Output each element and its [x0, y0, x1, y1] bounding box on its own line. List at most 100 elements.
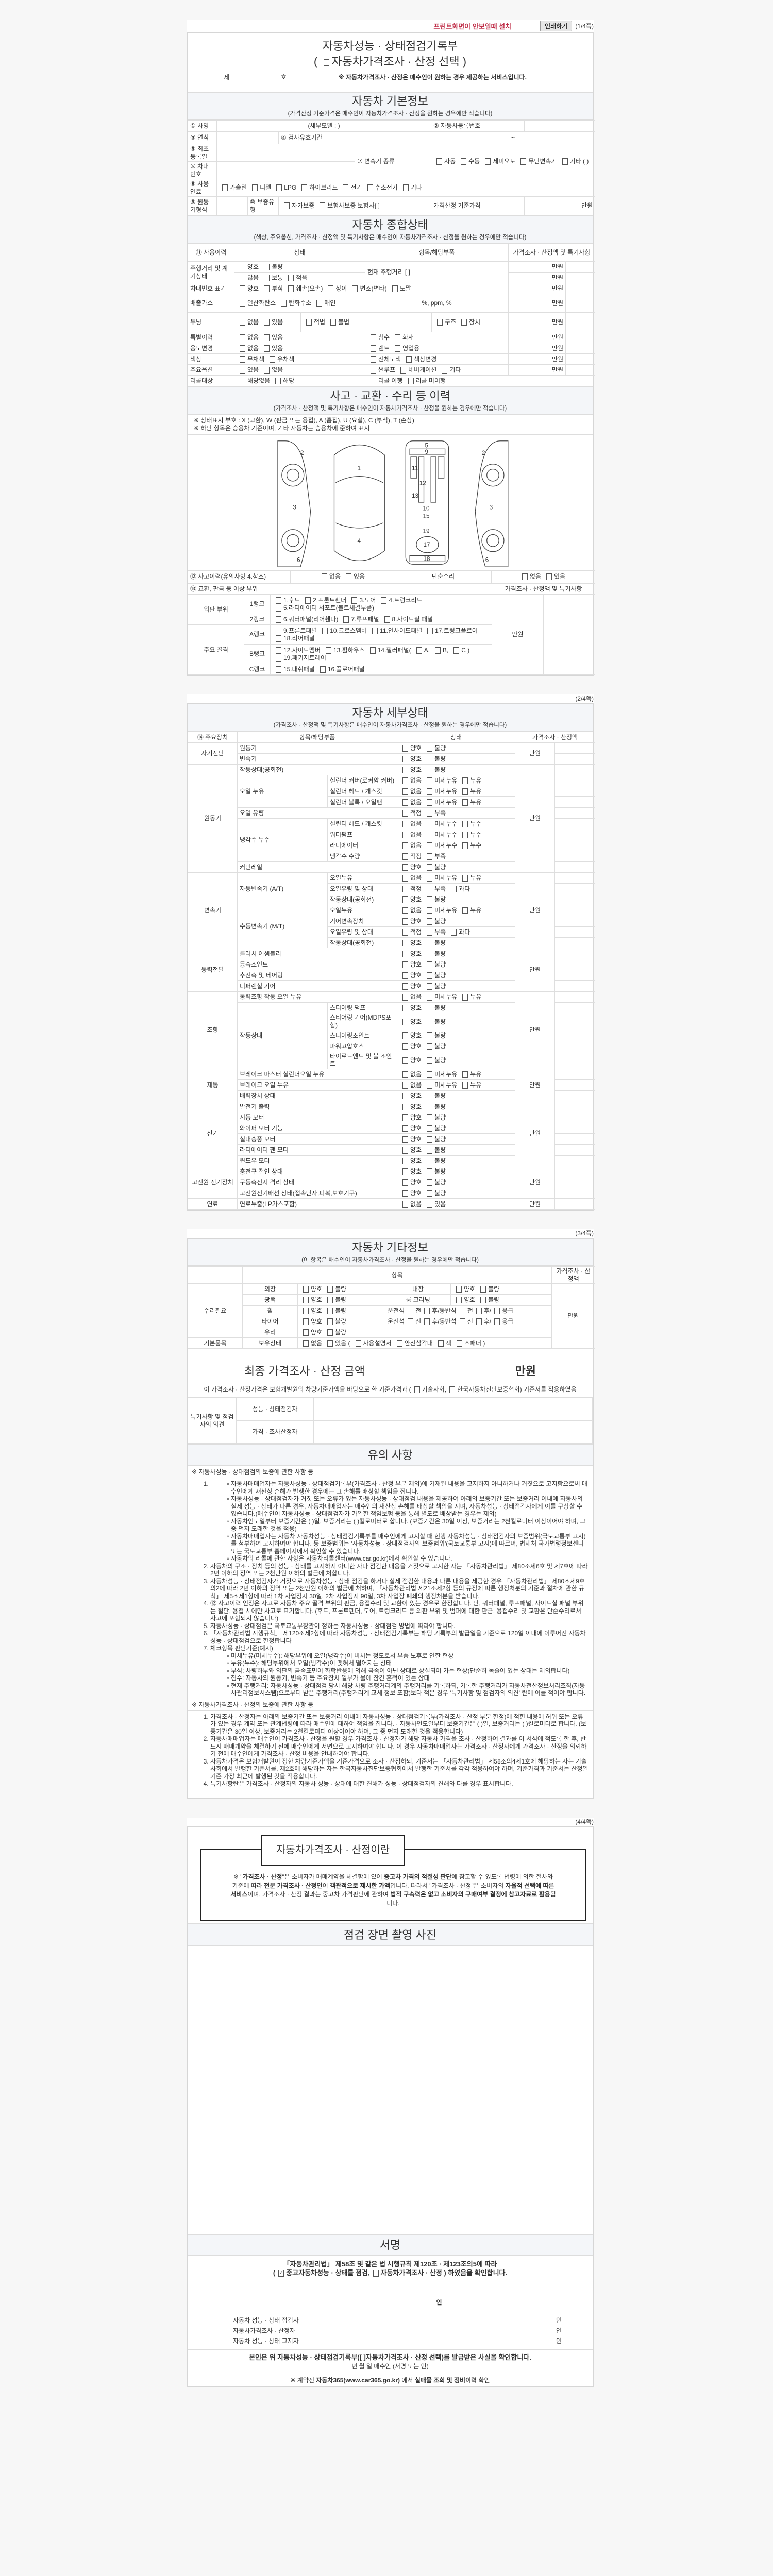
checkbox-option[interactable]: 15.대쉬패널	[273, 666, 315, 673]
checkbox-option[interactable]: 적정	[399, 809, 422, 817]
checkbox-option[interactable]: 양호	[399, 755, 422, 762]
checkbox-option[interactable]: 많음	[237, 274, 259, 281]
checkbox[interactable]	[264, 274, 270, 281]
checkbox[interactable]	[396, 1340, 402, 1347]
checkbox-option[interactable]: 기타	[439, 366, 461, 374]
checkbox[interactable]	[427, 777, 433, 784]
checkbox[interactable]	[327, 1285, 333, 1293]
checkbox[interactable]	[402, 1018, 409, 1025]
checkbox[interactable]	[240, 366, 245, 374]
checkbox[interactable]	[316, 300, 323, 307]
year-field[interactable]	[216, 131, 279, 144]
checkbox-diagnosis-association[interactable]	[449, 1386, 456, 1394]
checkbox-option[interactable]: 11.인사이드패널	[369, 627, 422, 634]
checkbox-option[interactable]: B,	[432, 647, 448, 654]
checkbox[interactable]	[222, 184, 228, 192]
checkbox-option[interactable]: 적정	[399, 928, 422, 936]
checkbox[interactable]	[427, 918, 433, 925]
checkbox-option[interactable]: 양호	[399, 896, 422, 903]
checkbox-option[interactable]: 미세누유	[424, 1071, 457, 1078]
price-cell[interactable]	[554, 851, 596, 862]
checkbox[interactable]	[427, 1125, 433, 1132]
checkbox[interactable]	[284, 202, 290, 210]
checkbox[interactable]	[462, 820, 468, 827]
checkbox-option[interactable]: 구조	[434, 318, 456, 326]
checkbox[interactable]	[427, 1057, 433, 1064]
checkbox-option[interactable]: 양호	[399, 1125, 422, 1132]
checkbox-option[interactable]: 없음	[237, 318, 259, 326]
checkbox[interactable]	[240, 300, 245, 307]
checkbox[interactable]	[327, 1296, 333, 1303]
checkbox[interactable]	[395, 334, 401, 341]
checkbox[interactable]	[416, 647, 422, 654]
price-cell[interactable]	[554, 959, 596, 970]
checkbox-option[interactable]: 화재	[392, 334, 414, 341]
checkbox-option[interactable]: 불량	[424, 1179, 446, 1186]
checkbox-option[interactable]: 없음	[519, 573, 541, 581]
price-cell[interactable]	[554, 1177, 596, 1188]
checkbox[interactable]	[402, 744, 409, 752]
checkbox[interactable]	[436, 158, 443, 165]
checkbox[interactable]	[402, 1057, 409, 1064]
checkbox-option[interactable]: 양호	[453, 1285, 475, 1293]
checkbox[interactable]	[240, 319, 245, 326]
checkbox[interactable]	[427, 939, 433, 946]
checkbox[interactable]	[427, 982, 433, 990]
checkbox-option[interactable]: 없음	[399, 907, 422, 914]
price-survey-checkbox[interactable]	[324, 59, 330, 66]
checkbox[interactable]	[427, 961, 433, 968]
note-cell[interactable]	[565, 343, 596, 354]
checkbox[interactable]	[301, 184, 308, 192]
price-cell[interactable]	[554, 1155, 596, 1166]
checkbox-option[interactable]: 도말	[389, 285, 411, 292]
checkbox[interactable]	[276, 597, 281, 604]
checkbox[interactable]	[402, 1146, 409, 1154]
checkbox-option[interactable]: 누유	[459, 874, 481, 882]
checkbox-option[interactable]: 불량	[324, 1285, 346, 1293]
checkbox-option[interactable]: 부족	[424, 928, 446, 936]
checkbox[interactable]	[427, 1092, 433, 1099]
checkbox[interactable]	[427, 1168, 433, 1175]
checkbox-option[interactable]: 양호	[300, 1296, 322, 1303]
checkbox[interactable]	[402, 874, 409, 882]
checkbox[interactable]	[371, 377, 376, 384]
checkbox-option[interactable]: 불량	[424, 766, 446, 773]
checkbox[interactable]	[427, 1114, 433, 1121]
checkbox[interactable]	[240, 263, 245, 270]
detail-model-field[interactable]: (세부모델 : )	[216, 120, 432, 132]
checkbox[interactable]	[427, 896, 433, 903]
checkbox-option[interactable]: 무채색	[237, 355, 264, 363]
checkbox[interactable]	[402, 885, 409, 892]
checkbox[interactable]	[402, 184, 409, 192]
checkbox-option[interactable]: 양호	[399, 1092, 422, 1099]
checkbox[interactable]	[402, 820, 409, 827]
note-cell[interactable]	[565, 353, 596, 365]
note-cell[interactable]	[565, 283, 596, 294]
checkbox-option[interactable]: 누수	[459, 842, 481, 849]
checkbox-option[interactable]: 양호	[399, 950, 422, 957]
checkbox-option[interactable]: 불량	[477, 1296, 499, 1303]
checkbox[interactable]	[427, 788, 433, 795]
checkbox[interactable]	[424, 1307, 430, 1314]
checkbox[interactable]	[303, 1307, 309, 1314]
price-cell[interactable]	[554, 829, 596, 840]
checkbox-option[interactable]: 양호	[300, 1307, 322, 1314]
checkbox-option[interactable]: 불량	[424, 1018, 446, 1025]
price-cell[interactable]	[554, 775, 596, 786]
price-cell[interactable]	[554, 970, 596, 981]
checkbox[interactable]	[303, 1285, 309, 1293]
price-cell[interactable]	[554, 980, 596, 992]
checkbox-option[interactable]: 일산화탄소	[237, 299, 276, 307]
checkbox[interactable]	[402, 918, 409, 925]
checkbox[interactable]	[264, 319, 270, 326]
price-cell[interactable]	[554, 764, 596, 775]
checkbox[interactable]	[427, 1200, 433, 1208]
checkbox[interactable]	[264, 345, 270, 352]
checkbox[interactable]	[427, 1018, 433, 1025]
checkbox[interactable]	[546, 573, 552, 581]
checkbox-option[interactable]: 없음	[399, 788, 422, 795]
checkbox-option[interactable]: 기타 ( )	[559, 158, 589, 165]
checkbox-option[interactable]: 양호	[399, 1103, 422, 1110]
checkbox-option[interactable]: 불량	[424, 1168, 446, 1175]
checkbox[interactable]	[402, 1125, 409, 1132]
